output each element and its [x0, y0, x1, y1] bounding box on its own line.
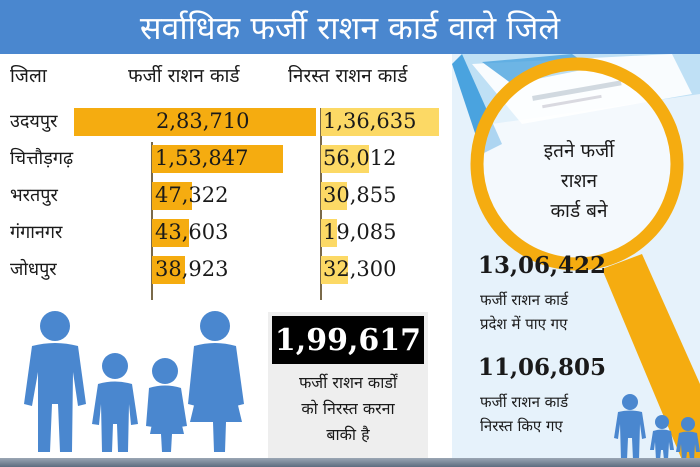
- cancelled-bar: [321, 145, 369, 173]
- fake-found-description: फर्जी राशन कार्ड प्रदेश में पाए गए: [480, 288, 568, 336]
- district-name: चित्तौड़गढ़: [10, 148, 74, 169]
- cancelled-bar: [321, 108, 439, 136]
- bottom-border: [0, 458, 700, 467]
- family-small-icon: [614, 394, 700, 460]
- district-name: जोधपुर: [10, 259, 57, 280]
- district-name: गंगानगर: [10, 222, 63, 243]
- cancelled-value: 19,085: [323, 220, 397, 244]
- fake-value: 38,923: [155, 257, 229, 281]
- district-table-panel: जिला फर्जी राशन कार्ड निरस्त राशन कार्ड …: [0, 54, 452, 460]
- header-banner: सर्वाधिक फर्जी राशन कार्ड वाले जिले: [0, 0, 700, 54]
- cancelled-bar: [321, 182, 347, 210]
- magnifier-line-3: कार्ड बने: [550, 200, 608, 222]
- district-name: उदयपुर: [10, 111, 58, 132]
- cancelled-description: फर्जी राशन कार्ड निरस्त किए गए: [480, 390, 568, 438]
- magnifier-line-2: राशन: [560, 170, 598, 192]
- cancelled-value: 30,855: [323, 183, 397, 207]
- cancelled-line-2: निरस्त किए गए: [480, 417, 563, 435]
- cancelled-bar: [321, 219, 337, 247]
- pending-description: फर्जी राशन कार्डों को निरस्त करना बाकी ह…: [268, 370, 428, 448]
- magnifier-line-1: इतने फर्जी: [543, 140, 615, 162]
- magnifier-icon: [452, 54, 700, 460]
- pending-line-3: बाकी है: [326, 425, 370, 444]
- column-header-fake: फर्जी राशन कार्ड: [128, 65, 240, 87]
- table-row: भरतपुर 47,322 30,855: [0, 180, 452, 212]
- cancelled-number: 11,06,805: [478, 354, 607, 381]
- table-row: जोधपुर 38,923 32,300: [0, 254, 452, 286]
- fake-value: 47,322: [155, 183, 229, 207]
- fake-found-line-1: फर्जी राशन कार्ड: [480, 291, 569, 309]
- page-title: सर्वाधिक फर्जी राशन कार्ड वाले जिले: [139, 8, 561, 47]
- table-row: गंगानगर 43,603 19,085: [0, 217, 452, 249]
- cancelled-line-1: फर्जी राशन कार्ड: [480, 393, 569, 411]
- fake-bar: [152, 182, 192, 210]
- fake-value: 2,83,710: [156, 109, 250, 133]
- cancelled-bar: [321, 256, 348, 284]
- cancelled-value: 32,300: [323, 257, 397, 281]
- column-header-district: जिला: [10, 65, 47, 87]
- magnifier-label: इतने फर्जी राशन कार्ड बने: [514, 136, 644, 226]
- fake-found-number: 13,06,422: [478, 252, 607, 279]
- cancelled-value: 56,012: [323, 146, 397, 170]
- fake-found-line-2: प्रदेश में पाए गए: [480, 315, 568, 333]
- fake-bar: [152, 145, 283, 173]
- table-row: चित्तौड़गढ़ 1,53,847 56,012: [0, 143, 452, 175]
- pending-cancellation-box: 1,99,617 फर्जी राशन कार्डों को निरस्त कर…: [268, 312, 428, 460]
- fake-value: 1,53,847: [155, 146, 249, 170]
- pending-line-1: फर्जी राशन कार्डों: [298, 373, 398, 392]
- district-name: भरतपुर: [10, 185, 58, 206]
- table-row: उदयपुर 2,83,710 1,36,635: [0, 106, 452, 138]
- family-icon: [24, 311, 244, 452]
- fake-bar: [152, 256, 185, 284]
- column-header-cancelled: निरस्त राशन कार्ड: [288, 65, 408, 87]
- cancelled-value: 1,36,635: [323, 109, 417, 133]
- pending-line-2: को निरस्त करना: [301, 399, 395, 418]
- pending-number: 1,99,617: [272, 316, 424, 364]
- fake-bar: [74, 108, 316, 136]
- statewide-stats-panel: इतने फर्जी राशन कार्ड बने 13,06,422 फर्ज…: [452, 54, 700, 460]
- fake-value: 43,603: [155, 220, 229, 244]
- fake-bar: [152, 219, 189, 247]
